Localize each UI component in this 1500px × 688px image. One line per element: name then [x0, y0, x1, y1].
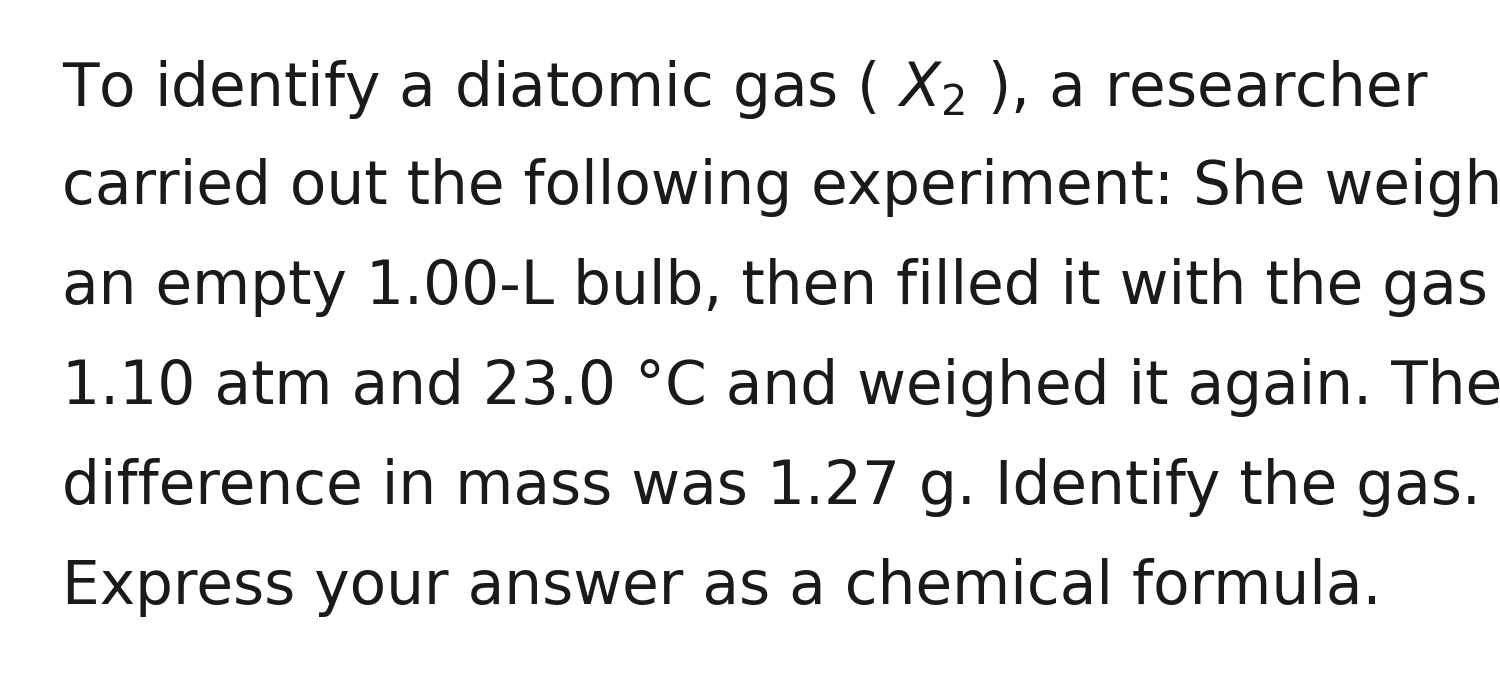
Text: 1.10 atm and 23.0 °C and weighed it again. The: 1.10 atm and 23.0 °C and weighed it agai… [62, 358, 1500, 417]
Text: Express your answer as a chemical formula.: Express your answer as a chemical formul… [62, 558, 1382, 617]
Text: carried out the following experiment: She weighed: carried out the following experiment: Sh… [62, 158, 1500, 217]
Text: difference in mass was 1.27 g. Identify the gas.: difference in mass was 1.27 g. Identify … [62, 458, 1480, 517]
Text: To identify a diatomic gas ( $X_2$ ), a researcher: To identify a diatomic gas ( $X_2$ ), a … [62, 58, 1428, 121]
Text: an empty 1.00-L bulb, then filled it with the gas at: an empty 1.00-L bulb, then filled it wit… [62, 258, 1500, 317]
